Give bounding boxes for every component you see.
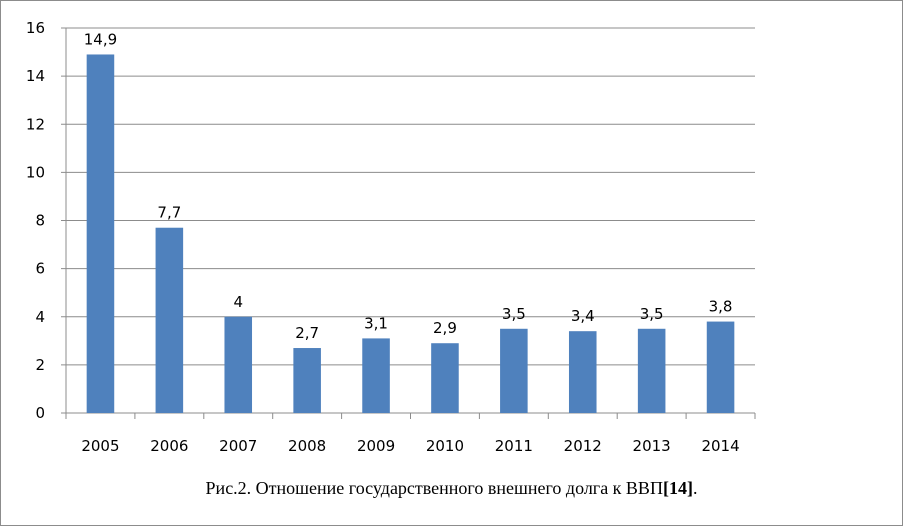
bar-2013 (637, 328, 666, 413)
data-label-2006: 7,7 (157, 204, 181, 222)
data-label-2009: 3,1 (364, 314, 388, 332)
bar-2006 (155, 227, 184, 413)
x-tick-label-2012: 2012 (564, 437, 602, 455)
y-tick-label: 2 (35, 356, 45, 374)
bar-2011 (500, 328, 528, 413)
bar-2010 (431, 343, 459, 413)
bar-2007 (224, 316, 253, 413)
y-tick-label: 4 (35, 308, 45, 326)
x-tick-label-2009: 2009 (357, 437, 395, 455)
y-tick-label: 12 (26, 115, 45, 133)
data-label-2005: 14,9 (84, 30, 117, 48)
data-label-2011: 3,5 (502, 305, 526, 323)
bar-2008 (293, 348, 321, 413)
caption-ref: [14] (662, 478, 693, 498)
x-tick-label-2013: 2013 (633, 437, 671, 455)
bar-2005 (86, 54, 115, 413)
y-tick-label: 16 (26, 19, 45, 37)
x-tick-label-2007: 2007 (219, 437, 257, 455)
y-tick-label: 14 (26, 67, 45, 85)
x-tick-label-2006: 2006 (150, 437, 188, 455)
data-label-2012: 3,4 (571, 307, 595, 325)
labels: 0 2 4 6 8 10 12 14 16 14,9 2005 7,7 2006 4 2007 2,7 2008… (26, 19, 740, 455)
x-tick-label-2011: 2011 (495, 437, 533, 455)
x-tick-label-2005: 2005 (81, 437, 119, 455)
y-tick-label: 10 (26, 163, 45, 181)
caption-end: . (692, 478, 698, 498)
x-tick-label-2008: 2008 (288, 437, 326, 455)
y-tick-label: 0 (35, 404, 45, 422)
data-label-2010: 2,9 (433, 319, 457, 337)
x-tick-label-2014: 2014 (701, 437, 739, 455)
data-label-2014: 3,8 (709, 298, 733, 316)
x-tick-label-2010: 2010 (426, 437, 464, 455)
caption-main: Рис.2. Отношение государственного внешне… (205, 478, 663, 498)
data-label-2008: 2,7 (295, 324, 319, 342)
figure-caption: Рис.2. Отношение государственного внешне… (0, 478, 903, 499)
data-label-2007: 4 (233, 293, 243, 311)
y-tick-label: 8 (35, 212, 45, 230)
y-tick-label: 6 (35, 260, 45, 278)
data-label-2013: 3,5 (640, 305, 664, 323)
bar-2009 (362, 338, 390, 413)
bars (86, 54, 735, 413)
bar-2012 (568, 331, 597, 413)
bar-2014 (706, 321, 735, 413)
